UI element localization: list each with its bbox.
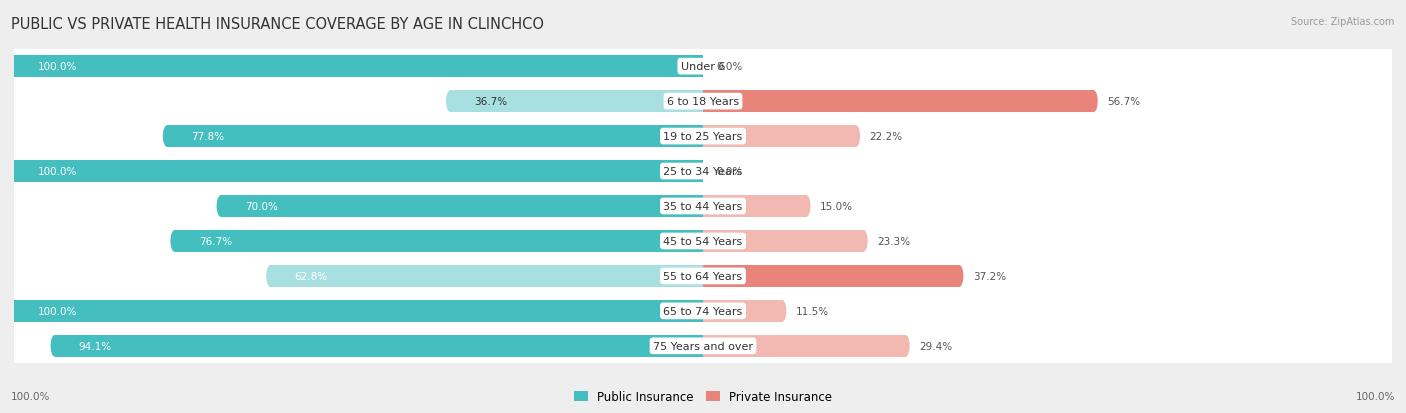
Text: 55 to 64 Years: 55 to 64 Years — [664, 271, 742, 281]
Text: Source: ZipAtlas.com: Source: ZipAtlas.com — [1291, 17, 1395, 26]
Text: Under 6: Under 6 — [681, 62, 725, 72]
Bar — [14, 154, 1392, 189]
Ellipse shape — [10, 300, 18, 322]
Bar — [450, 91, 703, 113]
Bar — [14, 119, 1392, 154]
Text: 100.0%: 100.0% — [11, 391, 51, 401]
Bar — [14, 189, 1392, 224]
Text: 25 to 34 Years: 25 to 34 Years — [664, 166, 742, 177]
Bar — [14, 50, 1392, 84]
Ellipse shape — [859, 230, 868, 252]
Text: 19 to 25 Years: 19 to 25 Years — [664, 132, 742, 142]
Ellipse shape — [217, 196, 225, 217]
Ellipse shape — [163, 126, 172, 147]
Text: 100.0%: 100.0% — [38, 166, 77, 177]
Bar — [14, 56, 703, 78]
Text: 75 Years and over: 75 Years and over — [652, 341, 754, 351]
Bar — [174, 230, 703, 252]
Text: 77.8%: 77.8% — [191, 132, 224, 142]
Bar — [14, 224, 1392, 259]
Text: 22.2%: 22.2% — [870, 132, 903, 142]
Ellipse shape — [955, 266, 963, 287]
Text: 76.7%: 76.7% — [198, 236, 232, 247]
Bar — [703, 91, 1094, 113]
Text: 45 to 54 Years: 45 to 54 Years — [664, 236, 742, 247]
Legend: Public Insurance, Private Insurance: Public Insurance, Private Insurance — [569, 385, 837, 408]
Text: 65 to 74 Years: 65 to 74 Years — [664, 306, 742, 316]
Ellipse shape — [170, 230, 179, 252]
Text: 29.4%: 29.4% — [920, 341, 952, 351]
Text: 56.7%: 56.7% — [1108, 97, 1140, 107]
Bar — [703, 335, 905, 357]
Ellipse shape — [10, 161, 18, 183]
Bar — [167, 126, 703, 147]
Ellipse shape — [803, 196, 810, 217]
Ellipse shape — [778, 300, 786, 322]
Bar — [703, 126, 856, 147]
Bar — [270, 266, 703, 287]
Ellipse shape — [10, 56, 18, 78]
Ellipse shape — [446, 91, 454, 113]
Text: 0.0%: 0.0% — [717, 166, 742, 177]
Bar — [55, 335, 703, 357]
Ellipse shape — [266, 266, 274, 287]
Text: 100.0%: 100.0% — [1355, 391, 1395, 401]
Text: 94.1%: 94.1% — [79, 341, 112, 351]
Bar — [14, 294, 1392, 329]
Text: 23.3%: 23.3% — [877, 236, 911, 247]
Text: 100.0%: 100.0% — [38, 62, 77, 72]
Text: PUBLIC VS PRIVATE HEALTH INSURANCE COVERAGE BY AGE IN CLINCHCO: PUBLIC VS PRIVATE HEALTH INSURANCE COVER… — [11, 17, 544, 31]
Ellipse shape — [1090, 91, 1098, 113]
Bar — [14, 300, 703, 322]
Ellipse shape — [852, 126, 860, 147]
Ellipse shape — [51, 335, 59, 357]
Bar — [221, 196, 703, 217]
Text: 37.2%: 37.2% — [973, 271, 1007, 281]
Text: 62.8%: 62.8% — [294, 271, 328, 281]
Text: 70.0%: 70.0% — [245, 202, 278, 211]
Text: 0.0%: 0.0% — [717, 62, 742, 72]
Bar — [14, 161, 703, 183]
Bar — [703, 196, 807, 217]
Text: 35 to 44 Years: 35 to 44 Years — [664, 202, 742, 211]
Text: 15.0%: 15.0% — [820, 202, 853, 211]
Bar — [14, 259, 1392, 294]
Bar — [14, 329, 1392, 363]
Text: 6 to 18 Years: 6 to 18 Years — [666, 97, 740, 107]
Bar — [703, 300, 782, 322]
Ellipse shape — [901, 335, 910, 357]
Text: 100.0%: 100.0% — [38, 306, 77, 316]
Text: 11.5%: 11.5% — [796, 306, 830, 316]
Bar — [703, 266, 959, 287]
Text: 36.7%: 36.7% — [474, 97, 508, 107]
Bar — [14, 84, 1392, 119]
Bar — [703, 230, 863, 252]
